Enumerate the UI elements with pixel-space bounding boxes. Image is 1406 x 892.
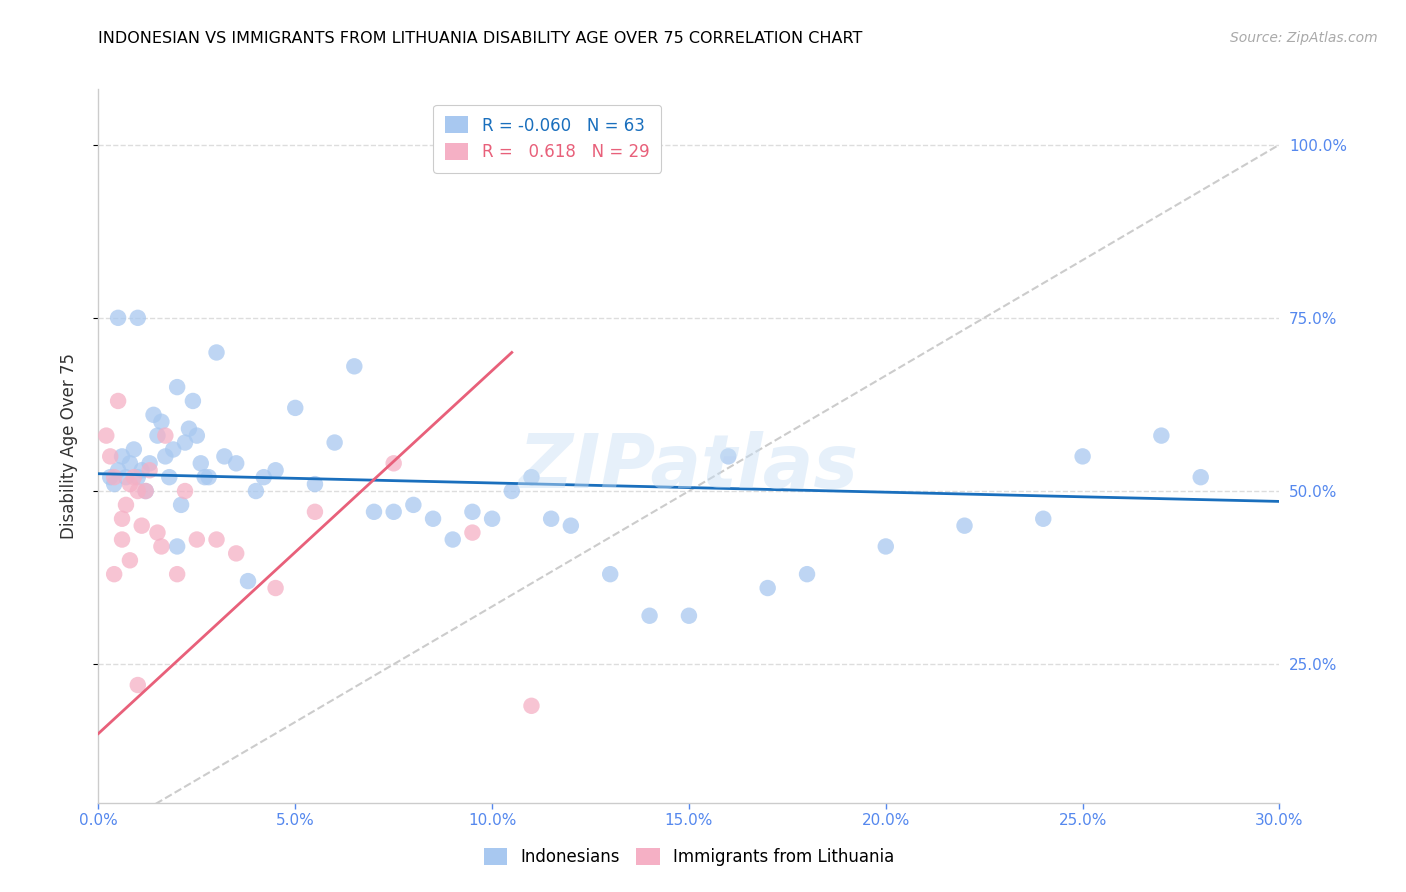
Point (118, 456, 141, 470)
Point (363, 505, 385, 519)
Text: ZIPatlas: ZIPatlas (519, 431, 859, 504)
Point (142, 408, 165, 422)
Point (138, 456, 160, 470)
Point (166, 567, 188, 582)
Point (146, 428, 169, 442)
Point (96, 428, 118, 442)
Point (520, 470, 543, 484)
Point (166, 380, 188, 394)
Point (131, 463, 153, 477)
Point (481, 512, 503, 526)
Point (253, 470, 276, 484)
Point (111, 533, 134, 547)
Point (304, 505, 326, 519)
Point (98, 450, 121, 464)
Text: Source: ZipAtlas.com: Source: ZipAtlas.com (1230, 31, 1378, 45)
Point (138, 463, 160, 477)
Point (1189, 470, 1212, 484)
Point (264, 463, 287, 477)
Point (461, 505, 484, 519)
Point (205, 345, 228, 359)
Point (131, 518, 153, 533)
Point (382, 505, 405, 519)
Point (214, 450, 236, 464)
Point (186, 533, 208, 547)
Point (103, 477, 125, 491)
Point (174, 483, 197, 498)
Point (98, 470, 121, 484)
Point (236, 574, 259, 588)
Point (245, 483, 267, 498)
Point (157, 470, 180, 484)
Point (422, 512, 444, 526)
Point (150, 415, 173, 429)
Point (560, 518, 582, 533)
Point (155, 428, 177, 442)
Point (1032, 512, 1054, 526)
Point (638, 608, 661, 623)
Point (796, 567, 818, 582)
Point (127, 483, 149, 498)
Point (501, 483, 523, 498)
Point (461, 525, 484, 540)
Point (135, 483, 157, 498)
Point (155, 450, 177, 464)
Point (186, 428, 208, 442)
Point (150, 540, 173, 554)
Point (107, 310, 129, 325)
Point (122, 442, 145, 457)
Point (162, 442, 184, 457)
Point (382, 456, 405, 470)
Point (953, 518, 976, 533)
Point (181, 394, 204, 409)
Point (103, 470, 125, 484)
Point (264, 581, 287, 595)
Point (205, 533, 228, 547)
Point (284, 401, 307, 415)
Point (103, 567, 125, 582)
Point (115, 470, 138, 484)
Point (197, 470, 219, 484)
Point (441, 533, 464, 547)
Point (177, 422, 200, 436)
Point (323, 435, 346, 450)
Point (225, 546, 247, 560)
Point (190, 456, 212, 470)
Point (118, 553, 141, 567)
Point (717, 450, 740, 464)
Point (115, 498, 138, 512)
Point (304, 477, 326, 491)
Text: INDONESIAN VS IMMIGRANTS FROM LITHUANIA DISABILITY AGE OVER 75 CORRELATION CHART: INDONESIAN VS IMMIGRANTS FROM LITHUANIA … (98, 31, 863, 46)
Point (540, 512, 562, 526)
Point (146, 525, 169, 540)
Point (520, 698, 543, 713)
Legend: Indonesians, Immigrants from Lithuania: Indonesians, Immigrants from Lithuania (477, 841, 901, 873)
Point (166, 540, 188, 554)
Point (118, 477, 141, 491)
Point (756, 581, 779, 595)
Point (678, 608, 700, 623)
Point (194, 470, 217, 484)
Point (122, 470, 145, 484)
Point (225, 456, 247, 470)
Point (170, 498, 193, 512)
Point (402, 498, 425, 512)
Point (875, 540, 897, 554)
Point (127, 310, 149, 325)
Point (111, 450, 134, 464)
Point (1150, 428, 1173, 442)
Point (107, 463, 129, 477)
Point (107, 394, 129, 409)
Point (599, 567, 621, 582)
Y-axis label: Disability Age Over 75: Disability Age Over 75 (59, 353, 77, 539)
Point (174, 435, 197, 450)
Point (111, 512, 134, 526)
Point (343, 359, 366, 374)
Point (135, 483, 157, 498)
Point (127, 470, 149, 484)
Point (1071, 450, 1094, 464)
Point (127, 678, 149, 692)
